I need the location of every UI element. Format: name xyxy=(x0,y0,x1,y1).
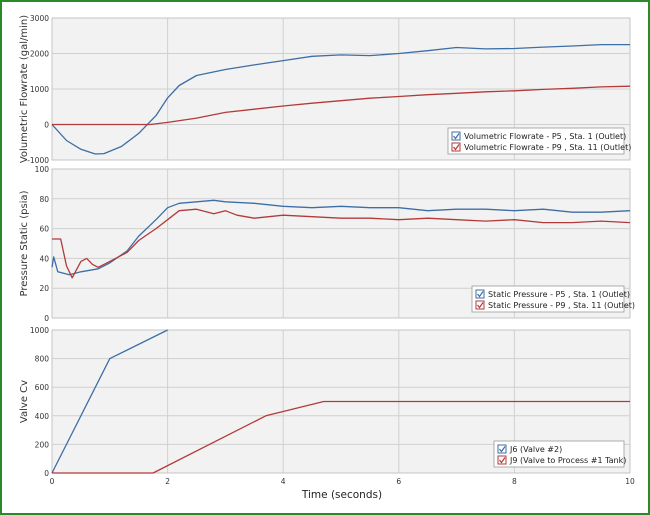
legend-label: Static Pressure - P5 , Sta. 1 (Outlet) xyxy=(488,290,630,299)
y-tick-label: 0 xyxy=(44,314,49,323)
check-icon xyxy=(499,457,506,464)
legend-checkbox xyxy=(451,142,461,152)
panel-3: 0 200 400 600 800 1000 0 2 4 6 8 10 Valve Cv J6 (Valv… xyxy=(19,326,635,486)
legend-box xyxy=(471,285,625,313)
legend: Volumetric Flowrate - P5 , Sta. 1 (Outle… xyxy=(447,127,631,155)
panel-2: 0 20 40 60 80 100 Pressure Static (psia) Static… xyxy=(19,165,635,323)
x-tick-label: 0 xyxy=(50,477,55,486)
y-axis-title: Valve Cv xyxy=(19,380,30,423)
y-tick-label: 200 xyxy=(35,440,50,449)
series-line-2 xyxy=(52,400,630,474)
legend-box xyxy=(493,440,625,468)
check-icon xyxy=(453,133,460,140)
series-line-2 xyxy=(52,85,631,126)
legend: J6 (Valve #2) J9 (Valve to Process #1 Tan… xyxy=(493,440,626,468)
y-tick-label: 0 xyxy=(44,121,49,130)
y-tick-label: 100 xyxy=(35,165,50,174)
series-line-1 xyxy=(51,329,168,474)
y-tick-label: 60 xyxy=(39,225,49,234)
x-axis-title: Time (seconds) xyxy=(301,489,382,501)
y-tick-label: 2000 xyxy=(30,50,49,59)
series-line-2 xyxy=(52,208,631,279)
legend-label: Static Pressure - P9 , Sta. 11 (Outlet) xyxy=(488,301,635,310)
legend-label: Volumetric Flowrate - P9 , Sta. 11 (Outl… xyxy=(464,143,631,152)
legend-label: Volumetric Flowrate - P5 , Sta. 1 (Outle… xyxy=(464,132,626,141)
legend: Static Pressure - P5 , Sta. 1 (Outlet) St… xyxy=(471,285,635,313)
y-tick-label: 20 xyxy=(39,284,49,293)
y-tick-label: 0 xyxy=(44,469,49,478)
series-line-1 xyxy=(51,43,630,155)
x-tick-label: 2 xyxy=(165,477,170,486)
x-tick-label: 10 xyxy=(625,477,635,486)
legend-box xyxy=(447,127,625,155)
y-tick-label: 800 xyxy=(35,355,50,364)
y-axis-title: Pressure Static (psia) xyxy=(19,190,30,296)
legend-checkbox xyxy=(475,300,485,310)
y-tick-label: 1000 xyxy=(30,85,49,94)
y-tick-label: 3000 xyxy=(30,14,49,23)
check-icon xyxy=(453,144,460,151)
legend-label: J9 (Valve to Process #1 Tank) xyxy=(509,456,626,465)
legend-checkbox xyxy=(497,444,507,454)
legend-checkbox xyxy=(451,131,461,141)
check-icon xyxy=(477,302,484,309)
legend-checkbox xyxy=(475,289,485,299)
y-axis-title: Volumetric Flowrate (gal/min) xyxy=(19,15,30,163)
y-tick-label: 1000 xyxy=(30,326,49,335)
y-tick-label: -1000 xyxy=(27,156,49,165)
x-tick-label: 6 xyxy=(396,477,401,486)
y-tick-label: 400 xyxy=(35,412,50,421)
y-tick-label: 80 xyxy=(39,195,49,204)
legend-label: J6 (Valve #2) xyxy=(509,445,562,454)
y-tick-label: 40 xyxy=(39,254,49,263)
check-icon xyxy=(477,291,484,298)
y-tick-label: 600 xyxy=(35,383,50,392)
legend-checkbox xyxy=(497,455,507,465)
check-icon xyxy=(499,446,506,453)
x-tick-label: 8 xyxy=(512,477,517,486)
x-tick-label: 4 xyxy=(281,477,286,486)
